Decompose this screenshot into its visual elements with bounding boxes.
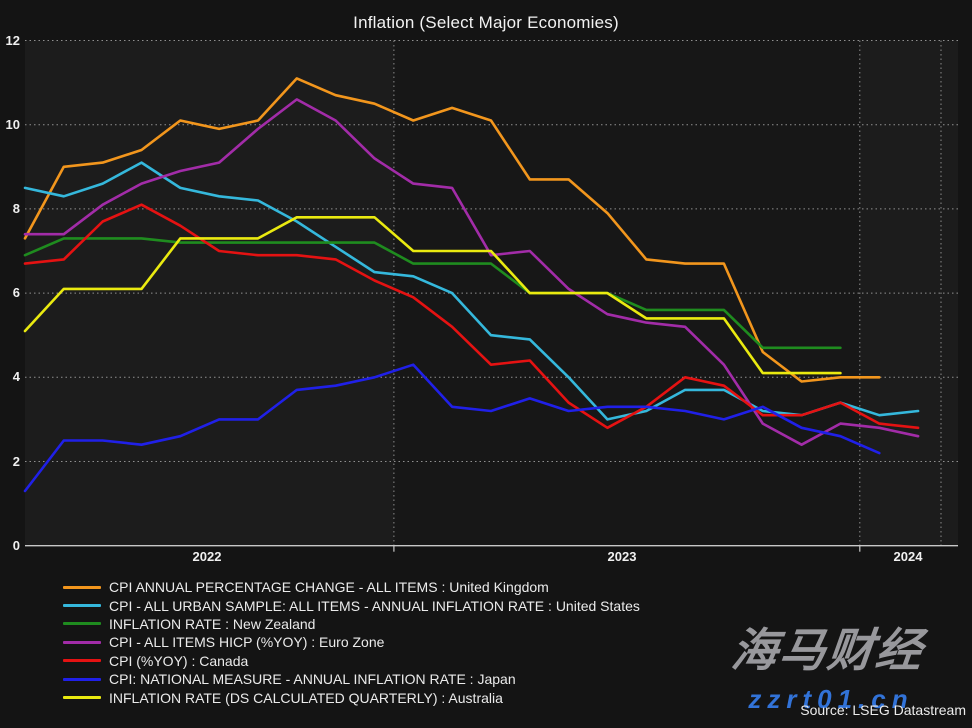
legend-item-australia: INFLATION RATE (DS CALCULATED QUARTERLY)… bbox=[63, 688, 640, 706]
legend-item-canada: CPI (%YOY) : Canada bbox=[63, 652, 640, 670]
y-tick-label: 2 bbox=[12, 453, 20, 469]
legend-label: CPI (%YOY) : Canada bbox=[109, 652, 249, 669]
legend-label: CPI: NATIONAL MEASURE - ANNUAL INFLATION… bbox=[109, 671, 516, 688]
y-tick-label: 10 bbox=[5, 116, 20, 132]
legend-item-japan: CPI: NATIONAL MEASURE - ANNUAL INFLATION… bbox=[63, 670, 640, 688]
legend-label: INFLATION RATE : New Zealand bbox=[109, 615, 316, 632]
y-tick-label: 6 bbox=[12, 285, 20, 301]
chart-title: Inflation (Select Major Economies) bbox=[353, 13, 619, 32]
y-tick-label: 8 bbox=[12, 200, 20, 216]
legend-label: CPI - ALL URBAN SAMPLE: ALL ITEMS - ANNU… bbox=[109, 597, 640, 614]
legend-swatch-line bbox=[63, 604, 101, 608]
series-line-canada bbox=[23, 203, 920, 430]
legend-swatch-line bbox=[63, 696, 101, 700]
series-line-australia bbox=[23, 216, 842, 375]
legend-swatch-line bbox=[63, 622, 101, 626]
legend-item-united-kingdom: CPI ANNUAL PERCENTAGE CHANGE - ALL ITEMS… bbox=[63, 578, 640, 596]
y-tick-label: 12 bbox=[5, 32, 20, 48]
y-tick-label: 0 bbox=[12, 537, 20, 553]
year-band bbox=[393, 40, 860, 546]
legend-swatch-line bbox=[63, 659, 101, 663]
legend-swatch-line bbox=[63, 677, 101, 681]
legend-item-united-states: CPI - ALL URBAN SAMPLE: ALL ITEMS - ANNU… bbox=[63, 596, 640, 614]
source-attribution: Source: LSEG Datastream bbox=[800, 702, 966, 718]
series-line-new-zealand bbox=[23, 237, 842, 350]
series-line-japan bbox=[23, 363, 881, 493]
legend-label: INFLATION RATE (DS CALCULATED QUARTERLY)… bbox=[109, 689, 503, 706]
legend-item-euro-zone: CPI - ALL ITEMS HICP (%YOY) : Euro Zone bbox=[63, 633, 640, 651]
legend-label: CPI - ALL ITEMS HICP (%YOY) : Euro Zone bbox=[109, 634, 385, 651]
x-tick-label: 2024 bbox=[893, 549, 923, 564]
x-tick-label: 2023 bbox=[607, 549, 637, 564]
series-line-euro-zone bbox=[23, 98, 920, 447]
chart-legend: CPI ANNUAL PERCENTAGE CHANGE - ALL ITEMS… bbox=[63, 578, 640, 707]
legend-swatch-line bbox=[63, 640, 101, 644]
legend-swatch-line bbox=[63, 585, 101, 589]
legend-label: CPI ANNUAL PERCENTAGE CHANGE - ALL ITEMS… bbox=[109, 579, 549, 596]
x-tick-label: 2022 bbox=[192, 549, 222, 564]
legend-item-new-zealand: INFLATION RATE : New Zealand bbox=[63, 615, 640, 633]
y-tick-label: 4 bbox=[12, 369, 20, 385]
watermark-brand: 海马财经 bbox=[728, 624, 927, 676]
series-line-united-kingdom bbox=[23, 77, 881, 383]
watermark-site-url: zzrt01.cn bbox=[748, 684, 914, 714]
